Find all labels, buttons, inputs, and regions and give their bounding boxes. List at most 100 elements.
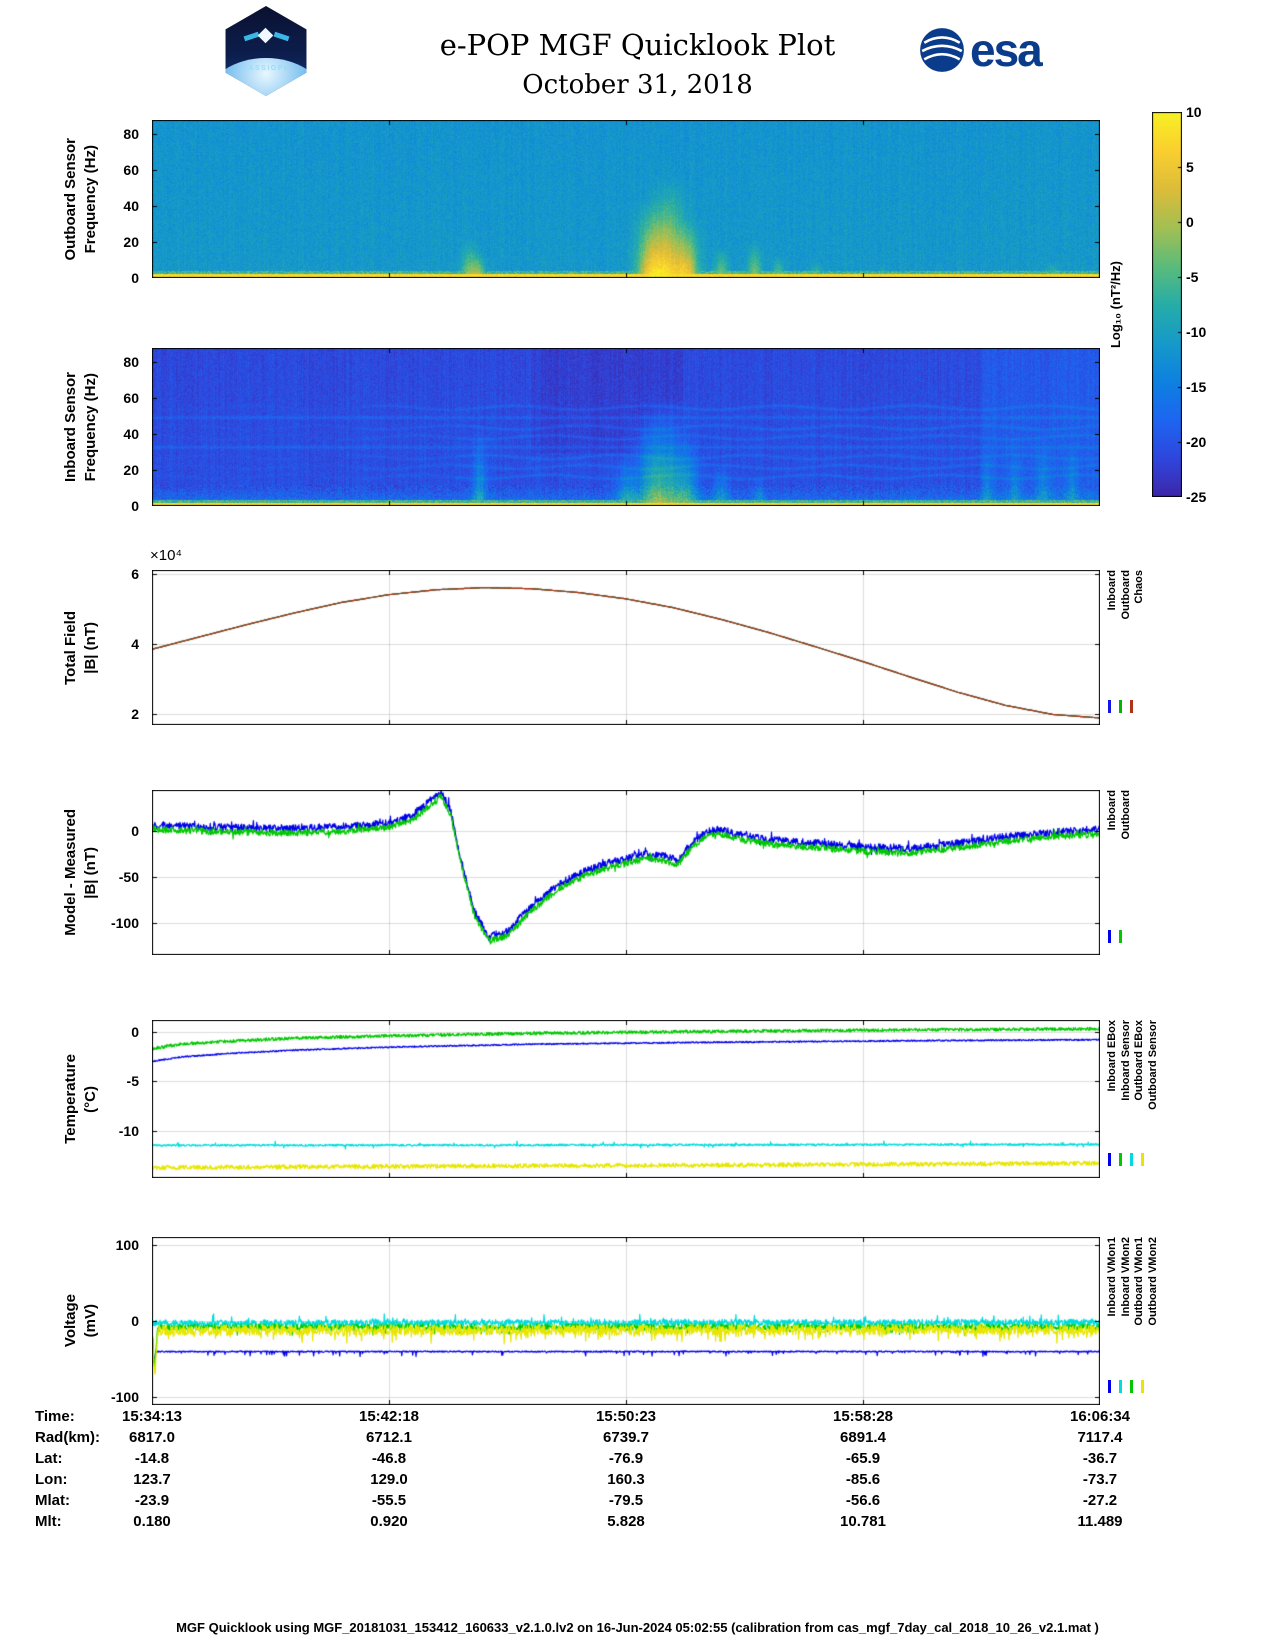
colorbar-tick-label: -5	[1186, 269, 1199, 285]
colorbar-tick-label: 10	[1186, 104, 1202, 120]
ephemeris-value: -55.5	[371, 1492, 407, 1509]
legend-labels: Inboard EBox Inboard Sensor Outboard EBox O…	[1106, 1020, 1160, 1110]
legend-swatch	[1141, 1380, 1144, 1393]
colorbar-tick-label: -15	[1186, 379, 1207, 395]
ephemeris-value: -27.2	[1082, 1492, 1118, 1509]
legend-swatch	[1119, 700, 1122, 713]
colorbar-tick-labels: 10 5 0 -5 -10 -15 -20 -25	[1186, 104, 1230, 505]
panel-total-field: Total Field |B| (nT) 6 4 2 Inboard Outboard…	[0, 566, 1275, 725]
ephemeris-value: 10.781	[840, 1513, 886, 1530]
ephemeris-value: -36.7	[1082, 1450, 1118, 1467]
y-tick-label: 20	[123, 234, 139, 251]
legend-labels: Inboard VMon1 Inboard VMon2 Outboard VMon1…	[1106, 1237, 1160, 1326]
total-field-plot-canvas	[152, 570, 1100, 725]
legend-label: Inboard VMon1	[1106, 1237, 1118, 1317]
legend-label: Chaos	[1133, 570, 1146, 604]
ephemeris-row-label: Time:	[35, 1408, 75, 1425]
footer-text: MGF Quicklook using MGF_20181031_153412_…	[176, 1620, 1099, 1635]
colorbar	[1152, 112, 1182, 497]
panel-model-minus-measured: Model - Measured |B| (nT) 0 -50 -100 Inboa…	[0, 790, 1275, 955]
y-tick-labels: 100 0 -100	[98, 1236, 144, 1406]
inboard-spectrogram-canvas	[152, 348, 1100, 506]
colorbar-label-text: Log₁₀ (nT²/Hz)	[1107, 260, 1123, 349]
y-tick-label: 0	[131, 1313, 139, 1329]
ephemeris-value: 15:50:23	[595, 1408, 657, 1425]
panel-outboard-spectrogram: Outboard Sensor Frequency (Hz) 80 60 40 20 0	[0, 120, 1275, 286]
legend-label: Outboard VMon2	[1146, 1237, 1159, 1326]
y-tick-label: 60	[123, 390, 139, 407]
y-tick-label: 0	[131, 823, 139, 840]
legend-swatch	[1130, 1153, 1133, 1166]
ephemeris-row-label: Lat:	[35, 1450, 63, 1467]
legend-swatch	[1119, 1153, 1122, 1166]
legend-swatch	[1119, 1380, 1122, 1393]
ephemeris-value: -23.9	[134, 1492, 170, 1509]
ephemeris-value: 6712.1	[366, 1429, 412, 1446]
legend: Inboard EBox Inboard Sensor Outboard EBox O…	[1104, 1020, 1174, 1178]
y-tick-label: 0	[131, 498, 139, 514]
legend-swatch	[1108, 1380, 1111, 1393]
ephemeris-row: Time: 15:34:13 15:42:18 15:50:23 15:58:28 16:…	[0, 1408, 1275, 1429]
y-tick-label: 0	[131, 1023, 139, 1040]
y-tick-label: 6	[131, 565, 139, 582]
y-axis-label-line: Temperature	[61, 1054, 79, 1144]
y-tick-label: 2	[131, 706, 139, 723]
ephemeris-value: 15:34:13	[121, 1408, 183, 1425]
ephemeris-value: 129.0	[370, 1471, 408, 1488]
model-minus-measured-plot-canvas	[152, 790, 1100, 955]
legend-swatch	[1108, 700, 1111, 713]
esa-emblem-icon	[920, 28, 964, 72]
esa-logo: esa	[918, 26, 1043, 74]
y-tick-label: -10	[118, 1122, 139, 1139]
ephemeris-value: -65.9	[845, 1450, 881, 1467]
legend-label: Outboard	[1119, 570, 1132, 620]
legend-label: Inboard	[1106, 790, 1118, 831]
panel-voltage: Voltage (mV) 100 0 -100 Inboard VMon1 Inboa…	[0, 1236, 1275, 1406]
page-date: October 31, 2018	[522, 70, 753, 100]
y-tick-label: 40	[123, 426, 139, 443]
ephemeris-value: 160.3	[607, 1471, 645, 1488]
y-tick-labels: 0 -50 -100	[98, 790, 144, 955]
y-axis-label-line: Voltage	[61, 1294, 79, 1348]
outboard-spectrogram-canvas	[152, 120, 1100, 278]
ephemeris-value: 0.180	[133, 1513, 171, 1530]
ephemeris-value: 11.489	[1077, 1513, 1123, 1530]
colorbar-tick-label: 0	[1186, 214, 1194, 230]
page-title: e-POP MGF Quicklook Plot	[439, 28, 836, 62]
legend-label: Inboard VMon2	[1119, 1237, 1132, 1317]
colorbar-tick-label: -10	[1186, 324, 1207, 340]
ephemeris-row: Lat: -14.8 -46.8 -76.9 -65.9 -36.7	[0, 1450, 1275, 1471]
ephemeris-value: 0.920	[370, 1513, 408, 1530]
y-tick-labels: 80 60 40 20 0	[98, 348, 144, 514]
colorbar-label: Log₁₀ (nT²/Hz)	[1104, 112, 1126, 497]
ephemeris-value: -73.7	[1082, 1471, 1118, 1488]
ephemeris-value: 6817.0	[129, 1429, 175, 1446]
panel-inboard-spectrogram: Inboard Sensor Frequency (Hz) 80 60 40 20 0	[0, 348, 1275, 514]
legend-swatches	[1108, 1380, 1144, 1393]
colorbar-tick-label: 5	[1186, 159, 1194, 175]
legend-label: Inboard Sensor	[1119, 1020, 1132, 1101]
legend-swatch	[1130, 1380, 1133, 1393]
ephemeris-row: Mlat: -23.9 -55.5 -79.5 -56.6 -27.2	[0, 1492, 1275, 1513]
ephemeris-row-label: Lon:	[35, 1471, 68, 1488]
y-tick-label: 100	[115, 1236, 139, 1253]
ephemeris-value: -56.6	[845, 1492, 881, 1509]
ephemeris-row-label: Mlat:	[35, 1492, 70, 1509]
cassiope-logo: CASSIOPE	[222, 6, 310, 96]
y-axis-label-line: Model - Measured	[61, 809, 79, 936]
colorbar-tick-label: -25	[1186, 489, 1207, 505]
legend-labels: Inboard Outboard Chaos	[1106, 570, 1146, 620]
ephemeris-value: -79.5	[608, 1492, 644, 1509]
ephemeris-value: 7117.4	[1077, 1429, 1123, 1446]
legend-label: Inboard EBox	[1106, 1020, 1118, 1092]
y-axis-label-line: Frequency (Hz)	[81, 372, 99, 482]
y-tick-labels: 6 4 2	[98, 566, 144, 725]
panel-temperature: Temperature (°C) 0 -5 -10 Inboard EBox Inbo…	[0, 1020, 1275, 1178]
ephemeris-value: -76.9	[608, 1450, 644, 1467]
legend-label: Outboard	[1119, 790, 1132, 840]
legend-swatches	[1108, 1153, 1144, 1166]
ephemeris-value: 15:42:18	[358, 1408, 420, 1425]
ephemeris-value: -14.8	[134, 1450, 170, 1467]
ephemeris-value: 123.7	[133, 1471, 171, 1488]
ephemeris-value: -46.8	[371, 1450, 407, 1467]
